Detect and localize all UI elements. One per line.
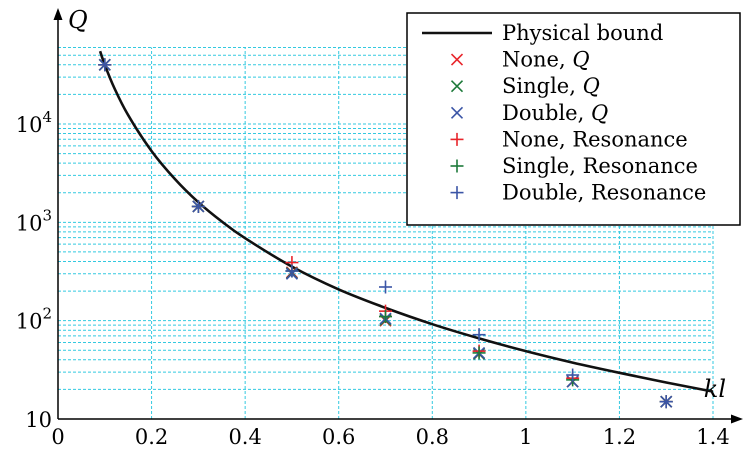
legend-label: None, Resonance bbox=[502, 127, 688, 151]
plus-marker bbox=[98, 58, 112, 72]
x-tick-label: 0 bbox=[51, 425, 64, 449]
legend-swatch-plus bbox=[450, 159, 464, 173]
y-tick-label: 10 bbox=[25, 408, 52, 432]
legend-label: Double, Q bbox=[502, 101, 608, 125]
x-tick-label: 0.6 bbox=[322, 425, 355, 449]
legend-swatch-cross bbox=[450, 80, 464, 93]
plus-marker bbox=[472, 346, 486, 360]
legend-label: None, Q bbox=[502, 48, 590, 72]
legend-swatch-plus bbox=[450, 186, 464, 200]
x-tick-label: 1.2 bbox=[603, 425, 636, 449]
plus-marker bbox=[566, 368, 580, 382]
legend-entry: Double, Q bbox=[450, 101, 608, 125]
legend-entry: Single, Resonance bbox=[450, 154, 698, 178]
x-tick-label: 1.4 bbox=[696, 425, 729, 449]
legend-entry: Single, Q bbox=[450, 74, 600, 98]
plus-marker bbox=[472, 328, 486, 342]
legend-entry: Double, Resonance bbox=[450, 181, 706, 205]
y-tick-label: 104 bbox=[16, 108, 52, 137]
tick-labels: 0 0.2 0.4 0.6 0.8 1 1.2 1.4 10 102 103 104 bbox=[16, 108, 730, 449]
legend-swatch-cross bbox=[450, 106, 464, 119]
legend-swatch-plus bbox=[450, 132, 464, 146]
legend-label: Single, Q bbox=[502, 74, 600, 98]
data-markers bbox=[98, 58, 673, 409]
plus-marker bbox=[191, 199, 205, 213]
axes bbox=[53, 8, 743, 424]
x-tick-label: 1 bbox=[519, 425, 532, 449]
legend-label: Single, Resonance bbox=[502, 154, 698, 178]
y-tick-label: 102 bbox=[16, 305, 52, 334]
x-axis-arrow bbox=[731, 414, 743, 424]
y-axis-arrow bbox=[53, 8, 63, 20]
x-tick-label: 0.2 bbox=[135, 425, 168, 449]
legend-label: Physical bound bbox=[502, 21, 663, 45]
legend-swatch-cross bbox=[450, 53, 464, 66]
x-axis-label: kl bbox=[704, 375, 726, 403]
plus-marker bbox=[379, 280, 392, 294]
x-tick-label: 0.8 bbox=[416, 425, 449, 449]
legend-entry: None, Resonance bbox=[450, 127, 688, 151]
y-tick-label: 103 bbox=[16, 206, 52, 235]
legend-label: Double, Resonance bbox=[502, 181, 706, 205]
y-axis-label: Q bbox=[68, 6, 88, 34]
legend-entry: None, Q bbox=[450, 48, 590, 72]
plus-marker bbox=[379, 310, 392, 324]
legend-entry: Physical bound bbox=[422, 21, 663, 45]
x-tick-label: 0.4 bbox=[228, 425, 261, 449]
plus-marker bbox=[659, 395, 673, 409]
legend-box bbox=[406, 12, 741, 226]
plus-marker bbox=[285, 264, 299, 278]
